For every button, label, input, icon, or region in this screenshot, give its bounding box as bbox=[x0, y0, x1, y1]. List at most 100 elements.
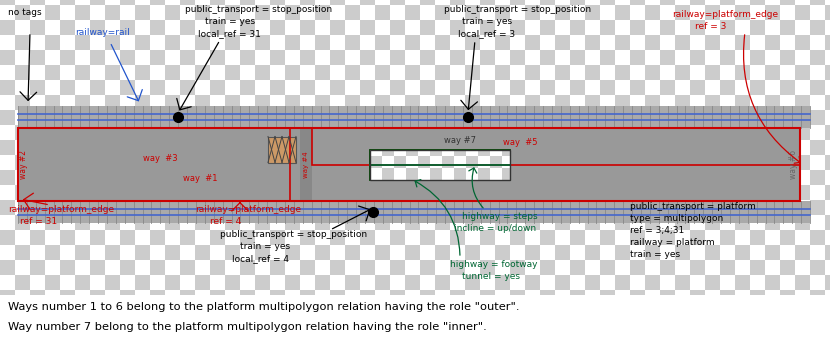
Bar bbox=[75, 275, 90, 290]
Bar bbox=[810, 215, 825, 230]
Bar bbox=[300, 275, 315, 290]
Bar bbox=[60, 50, 75, 65]
Bar bbox=[450, 110, 465, 125]
Bar bbox=[630, 95, 645, 110]
Bar bbox=[705, 20, 720, 35]
Bar bbox=[660, 155, 675, 170]
Bar bbox=[180, 185, 195, 200]
Bar bbox=[165, 260, 180, 275]
Bar bbox=[495, 155, 510, 170]
Bar bbox=[420, 50, 435, 65]
Bar bbox=[705, 215, 720, 230]
Bar bbox=[720, 125, 735, 140]
Bar bbox=[420, 80, 435, 95]
Bar bbox=[765, 245, 780, 260]
Bar bbox=[120, 260, 135, 275]
Bar bbox=[0, 0, 15, 5]
Bar bbox=[645, 275, 660, 290]
Bar bbox=[442, 168, 454, 180]
Bar bbox=[615, 35, 630, 50]
Bar bbox=[150, 50, 165, 65]
Bar bbox=[345, 215, 360, 230]
Bar bbox=[720, 5, 735, 20]
Bar bbox=[285, 125, 300, 140]
Bar bbox=[75, 80, 90, 95]
Bar bbox=[585, 185, 600, 200]
Bar bbox=[225, 275, 240, 290]
Bar bbox=[810, 95, 825, 110]
Bar bbox=[690, 320, 705, 335]
Bar bbox=[330, 110, 345, 125]
Bar bbox=[630, 305, 645, 320]
Bar bbox=[60, 170, 75, 185]
Bar bbox=[180, 260, 195, 275]
Bar bbox=[720, 0, 735, 5]
Text: public_transport = stop_position: public_transport = stop_position bbox=[444, 5, 591, 14]
Bar bbox=[105, 140, 120, 155]
Bar bbox=[765, 275, 780, 290]
Bar bbox=[660, 110, 675, 125]
Bar bbox=[195, 185, 210, 200]
Bar bbox=[690, 35, 705, 50]
Bar bbox=[270, 5, 285, 20]
Bar bbox=[15, 140, 30, 155]
Bar bbox=[345, 335, 360, 350]
Bar bbox=[585, 80, 600, 95]
Bar bbox=[120, 170, 135, 185]
Bar bbox=[0, 185, 15, 200]
Bar bbox=[15, 0, 30, 5]
Bar bbox=[585, 320, 600, 335]
Bar bbox=[495, 290, 510, 305]
Bar bbox=[375, 200, 390, 215]
Bar bbox=[90, 35, 105, 50]
Bar bbox=[330, 290, 345, 305]
Bar bbox=[105, 125, 120, 140]
Bar bbox=[225, 185, 240, 200]
Bar bbox=[15, 155, 30, 170]
Bar bbox=[375, 5, 390, 20]
Bar bbox=[466, 155, 478, 168]
Bar bbox=[735, 140, 750, 155]
Bar bbox=[120, 95, 135, 110]
Bar bbox=[465, 35, 480, 50]
Bar bbox=[405, 140, 420, 155]
Bar bbox=[60, 305, 75, 320]
Bar bbox=[255, 20, 270, 35]
Bar bbox=[390, 155, 405, 170]
Bar bbox=[495, 185, 510, 200]
Bar bbox=[150, 245, 165, 260]
Bar bbox=[330, 245, 345, 260]
Bar bbox=[60, 20, 75, 35]
Bar bbox=[765, 290, 780, 305]
Bar bbox=[268, 136, 296, 162]
Bar bbox=[285, 5, 300, 20]
Bar bbox=[165, 0, 180, 5]
Bar bbox=[465, 0, 480, 5]
Bar bbox=[795, 65, 810, 80]
Bar bbox=[750, 245, 765, 260]
Bar bbox=[45, 140, 60, 155]
Bar bbox=[750, 155, 765, 170]
Bar bbox=[525, 200, 540, 215]
Bar bbox=[285, 305, 300, 320]
Bar bbox=[675, 20, 690, 35]
Bar bbox=[45, 320, 60, 335]
Bar bbox=[675, 155, 690, 170]
Bar bbox=[555, 155, 570, 170]
Bar bbox=[525, 155, 540, 170]
Bar bbox=[765, 305, 780, 320]
Bar bbox=[360, 215, 375, 230]
Bar bbox=[765, 335, 780, 350]
Bar bbox=[630, 170, 645, 185]
Bar bbox=[675, 65, 690, 80]
Bar bbox=[180, 110, 195, 125]
Bar bbox=[345, 245, 360, 260]
Bar bbox=[210, 35, 225, 50]
Bar bbox=[615, 0, 630, 5]
Bar bbox=[240, 230, 255, 245]
Bar bbox=[795, 95, 810, 110]
Bar bbox=[660, 290, 675, 305]
Text: ref = 31: ref = 31 bbox=[20, 217, 57, 226]
Bar bbox=[600, 320, 615, 335]
Bar bbox=[480, 50, 495, 65]
